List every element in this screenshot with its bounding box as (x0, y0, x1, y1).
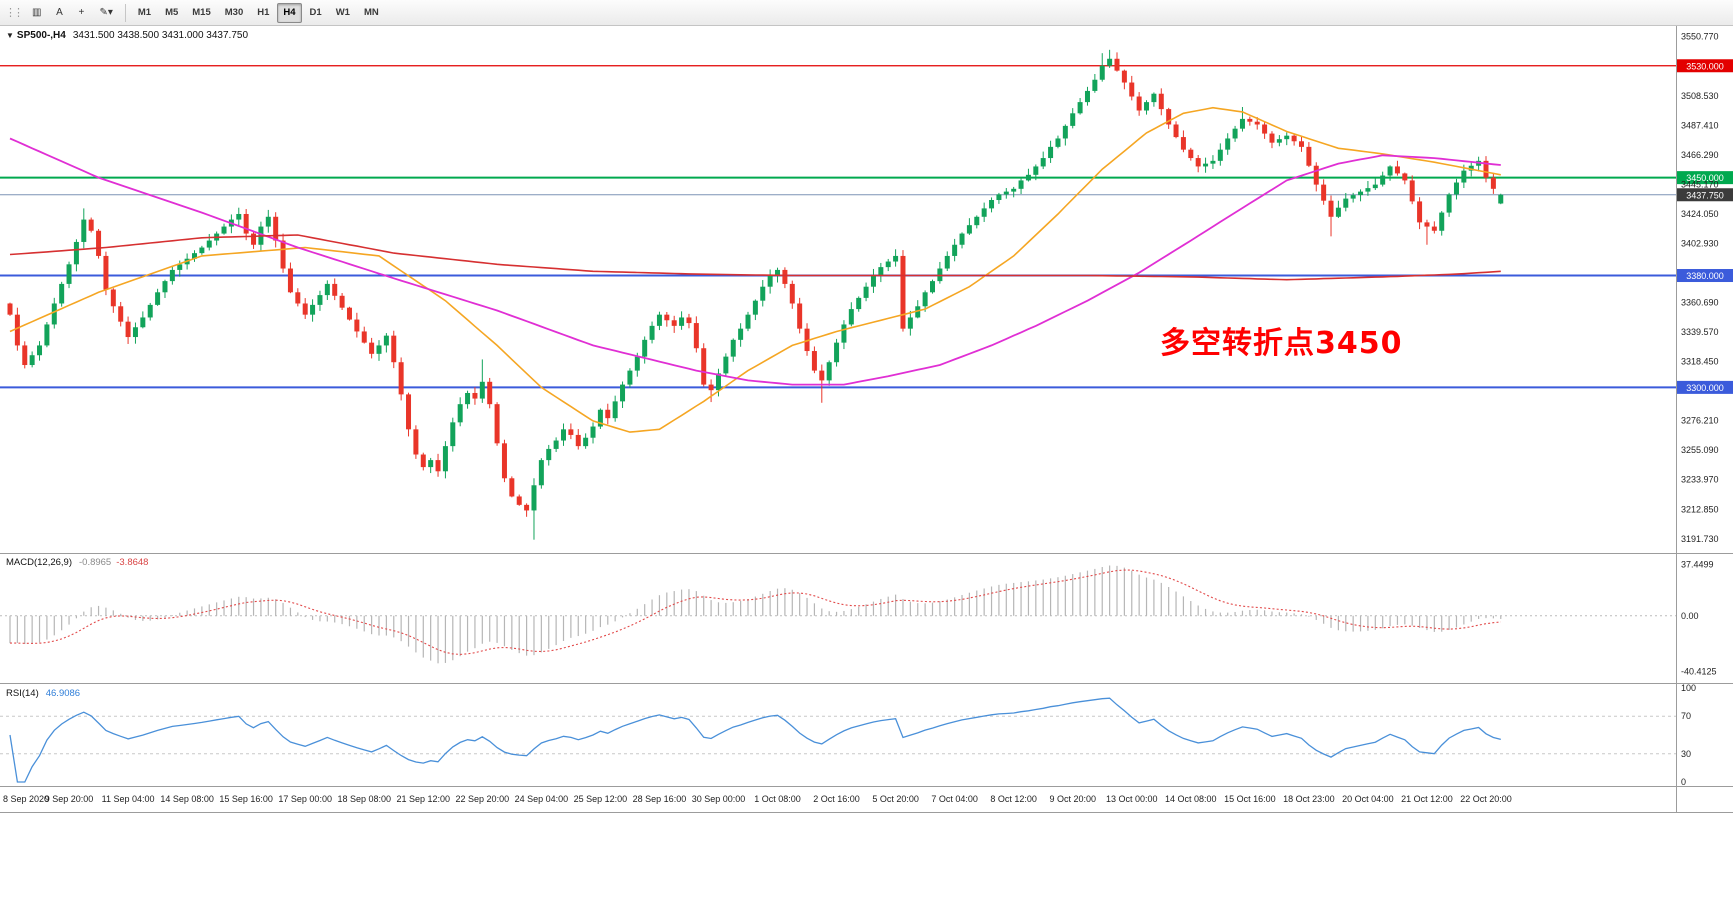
rsi-value: 46.9086 (45, 688, 81, 699)
svg-text:3380.000: 3380.000 (1686, 271, 1724, 281)
ma-mid-magenta (9, 137, 1501, 386)
svg-text:18 Oct 23:00: 18 Oct 23:00 (1283, 794, 1335, 804)
ma-fast-orange (9, 106, 1501, 433)
svg-text:3424.050: 3424.050 (1681, 209, 1719, 219)
svg-text:0: 0 (1681, 777, 1686, 787)
svg-text:22 Sep 20:00: 22 Sep 20:00 (456, 794, 510, 804)
svg-text:3318.450: 3318.450 (1681, 357, 1719, 367)
svg-text:3508.530: 3508.530 (1681, 91, 1719, 101)
svg-text:7 Oct 04:00: 7 Oct 04:00 (931, 794, 978, 804)
svg-text:14 Sep 08:00: 14 Sep 08:00 (160, 794, 214, 804)
symbol-dropdown-icon[interactable]: ▼ (6, 31, 14, 40)
svg-text:15 Oct 16:00: 15 Oct 16:00 (1224, 794, 1276, 804)
timeframe-button-D1[interactable]: D1 (304, 3, 328, 23)
svg-text:21 Oct 12:00: 21 Oct 12:00 (1401, 794, 1453, 804)
svg-text:3360.690: 3360.690 (1681, 298, 1719, 308)
toolbar: ⋮⋮ ▥ A + ✎▾ M1 M5 M15 M30 H1 H4 D1 W1 MN (0, 0, 1733, 26)
svg-text:3402.930: 3402.930 (1681, 238, 1719, 248)
svg-text:9 Oct 20:00: 9 Oct 20:00 (1049, 794, 1096, 804)
ma-slow-red (9, 234, 1501, 281)
chart-header: ▼ SP500-,H4 3431.500 3438.500 3431.000 343… (6, 30, 248, 41)
svg-text:13 Oct 00:00: 13 Oct 00:00 (1106, 794, 1158, 804)
svg-text:14 Oct 08:00: 14 Oct 08:00 (1165, 794, 1217, 804)
timeframe-button-M15[interactable]: M15 (186, 3, 216, 23)
svg-text:18 Sep 08:00: 18 Sep 08:00 (337, 794, 391, 804)
svg-text:8 Sep 2020: 8 Sep 2020 (3, 794, 49, 804)
svg-text:9 Sep 20:00: 9 Sep 20:00 (45, 794, 94, 804)
svg-text:3300.000: 3300.000 (1686, 383, 1724, 393)
rsi-line (9, 697, 1501, 783)
svg-text:2 Oct 16:00: 2 Oct 16:00 (813, 794, 860, 804)
svg-text:22 Oct 20:00: 22 Oct 20:00 (1460, 794, 1512, 804)
chart-symbol-period: SP500-,H4 (16, 30, 66, 41)
macd-signal-value: -3.8648 (116, 557, 149, 568)
svg-text:70: 70 (1681, 711, 1691, 721)
svg-text:0.00: 0.00 (1681, 611, 1699, 621)
macd-signal-line (10, 569, 1501, 655)
svg-text:3550.770: 3550.770 (1681, 32, 1719, 42)
svg-text:21 Sep 12:00: 21 Sep 12:00 (396, 794, 450, 804)
svg-text:28 Sep 16:00: 28 Sep 16:00 (633, 794, 687, 804)
macd-main-value: -0.8965 (79, 557, 112, 568)
svg-text:3191.730: 3191.730 (1681, 534, 1719, 544)
timeframe-button-H1[interactable]: H1 (251, 3, 275, 23)
svg-text:8 Oct 12:00: 8 Oct 12:00 (990, 794, 1037, 804)
svg-text:11 Sep 04:00: 11 Sep 04:00 (102, 794, 155, 804)
svg-text:15 Sep 16:00: 15 Sep 16:00 (219, 794, 273, 804)
price-axis[interactable] (1677, 59, 1733, 394)
toolbar-grip[interactable]: ⋮⋮ (5, 7, 24, 19)
candles (7, 49, 1504, 540)
timeframe-button-M1[interactable]: M1 (132, 3, 157, 23)
rsi-label: RSI(14) (6, 688, 39, 699)
toolbar-tools: ▥ A + ✎▾ (26, 3, 119, 23)
chart-ohlc: 3431.500 3438.500 3431.000 3437.750 (72, 30, 249, 41)
svg-text:3530.000: 3530.000 (1686, 61, 1724, 71)
svg-text:37.4499: 37.4499 (1681, 559, 1714, 569)
timeframe-button-H4[interactable]: H4 (277, 2, 302, 23)
toolbar-separator (124, 3, 126, 22)
svg-text:1 Oct 08:00: 1 Oct 08:00 (754, 794, 801, 804)
cursor-tool-button[interactable]: A (49, 3, 69, 23)
svg-text:-40.4125: -40.4125 (1681, 666, 1717, 676)
svg-text:100: 100 (1681, 683, 1696, 693)
macd-label: MACD(12,26,9) (6, 557, 72, 568)
svg-text:3233.970: 3233.970 (1681, 475, 1719, 485)
svg-text:5 Oct 20:00: 5 Oct 20:00 (872, 794, 919, 804)
svg-text:3487.410: 3487.410 (1681, 120, 1719, 130)
draw-tools-dropdown[interactable]: ✎▾ (93, 3, 118, 23)
timeframe-button-MN[interactable]: MN (358, 3, 385, 23)
macd-header: MACD(12,26,9) -0.8965 -3.8648 (6, 557, 148, 568)
timeframe-button-M5[interactable]: M5 (159, 3, 184, 23)
rsi-header: RSI(14) 46.9086 (6, 688, 80, 699)
macd-histogram (9, 565, 1502, 664)
timeframe-button-W1[interactable]: W1 (330, 3, 356, 23)
indicator-list-icon[interactable]: ▥ (26, 3, 47, 23)
svg-text:3276.210: 3276.210 (1681, 416, 1719, 426)
timeframe-button-M30[interactable]: M30 (219, 3, 249, 23)
svg-text:3339.570: 3339.570 (1681, 327, 1719, 337)
svg-text:3437.750: 3437.750 (1686, 190, 1724, 200)
svg-text:24 Sep 04:00: 24 Sep 04:00 (515, 794, 569, 804)
svg-text:3466.290: 3466.290 (1681, 150, 1719, 160)
svg-text:30 Sep 00:00: 30 Sep 00:00 (692, 794, 746, 804)
svg-text:3445.170: 3445.170 (1681, 179, 1719, 189)
svg-text:17 Sep 00:00: 17 Sep 00:00 (278, 794, 332, 804)
svg-text:20 Oct 04:00: 20 Oct 04:00 (1342, 794, 1394, 804)
svg-text:3450.000: 3450.000 (1686, 173, 1724, 183)
timeframe-bar: M1 M5 M15 M30 H1 H4 D1 W1 MN (132, 2, 385, 23)
svg-text:30: 30 (1681, 749, 1691, 759)
crosshair-tool-button[interactable]: + (71, 3, 91, 23)
svg-text:25 Sep 12:00: 25 Sep 12:00 (574, 794, 628, 804)
svg-text:3212.850: 3212.850 (1681, 504, 1719, 514)
annotation-text[interactable]: 多空转折点3450 (1160, 326, 1403, 361)
svg-text:3255.090: 3255.090 (1681, 445, 1719, 455)
